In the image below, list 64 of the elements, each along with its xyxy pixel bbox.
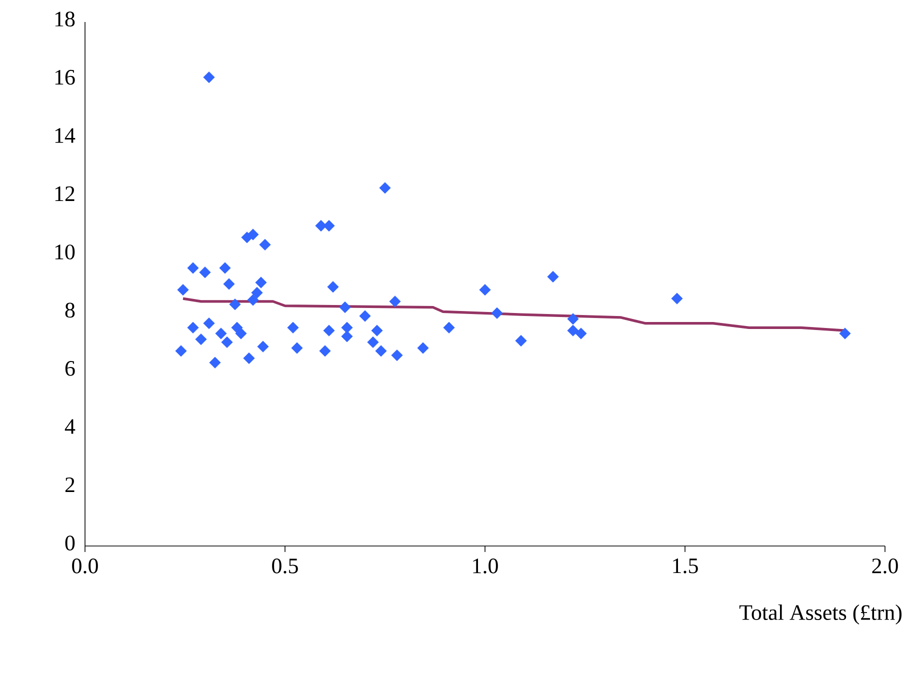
point xyxy=(195,334,207,346)
point xyxy=(417,342,429,354)
point xyxy=(235,328,247,340)
point xyxy=(187,262,199,274)
point xyxy=(547,270,559,283)
point xyxy=(367,336,379,348)
point xyxy=(259,238,271,250)
y-tick-label: 14 xyxy=(55,128,76,143)
point xyxy=(567,313,579,325)
point xyxy=(671,292,683,304)
y-tick-label: 4 xyxy=(64,419,76,434)
point xyxy=(359,310,371,322)
point xyxy=(175,345,187,357)
x-tick-label: 1.0 xyxy=(473,558,498,574)
point xyxy=(251,286,263,299)
point xyxy=(575,328,587,340)
point xyxy=(323,324,335,336)
point xyxy=(567,324,579,336)
point xyxy=(287,322,299,334)
y-tick-label: 2 xyxy=(65,477,74,492)
point xyxy=(515,334,527,347)
y-tick-label: 16 xyxy=(55,70,75,85)
point xyxy=(229,298,241,310)
point xyxy=(177,284,189,296)
x-tick-label: 0.5 xyxy=(272,558,298,574)
point xyxy=(243,352,255,364)
point xyxy=(203,72,215,84)
point xyxy=(491,307,503,319)
point xyxy=(247,294,259,306)
y-tick-label: 8 xyxy=(65,302,75,318)
point xyxy=(339,301,351,314)
point xyxy=(257,340,269,352)
point xyxy=(247,228,259,240)
point xyxy=(203,317,215,330)
x-tick-label: 1.5 xyxy=(673,558,698,574)
point xyxy=(199,266,211,278)
point xyxy=(219,262,231,274)
point xyxy=(209,356,221,368)
point xyxy=(389,296,401,308)
point xyxy=(341,322,353,334)
point xyxy=(223,278,235,290)
point xyxy=(443,322,455,334)
point xyxy=(341,330,353,342)
y-tick-label: 0 xyxy=(65,536,75,551)
point xyxy=(291,342,303,354)
point xyxy=(187,322,199,334)
x-tick-label: 0.0 xyxy=(72,558,98,574)
point xyxy=(839,328,851,340)
point xyxy=(215,328,227,340)
point xyxy=(371,324,383,336)
point xyxy=(221,336,233,348)
point xyxy=(327,281,339,293)
point xyxy=(375,345,387,357)
x-tick-label: 2.0 xyxy=(872,558,898,574)
y-tick-label: 10 xyxy=(55,244,75,260)
point xyxy=(255,276,267,288)
point xyxy=(379,182,391,194)
y-tick-label: 18 xyxy=(55,12,75,27)
point xyxy=(479,284,491,296)
x-axis-title: Total Assets (£trn) xyxy=(739,604,902,624)
y-tick-label: 12 xyxy=(55,186,74,201)
y-tick-label: 6 xyxy=(65,361,75,376)
point xyxy=(319,345,331,357)
point xyxy=(391,350,403,362)
